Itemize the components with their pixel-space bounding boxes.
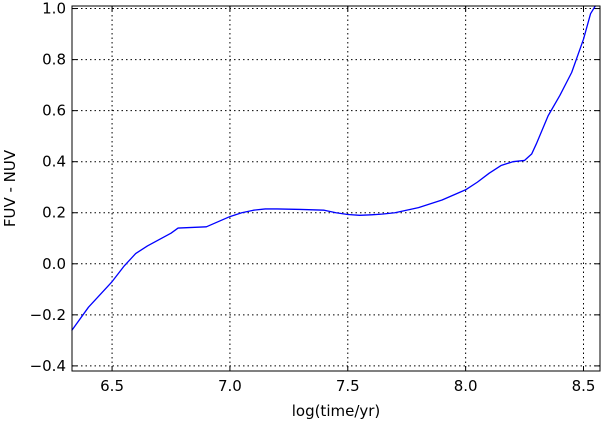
grid-layer (72, 6, 600, 371)
y-tick-label: 0.4 (42, 153, 66, 171)
y-tick-label: 0.6 (42, 102, 66, 120)
x-tick-label: 6.5 (100, 377, 124, 395)
series-line (71, 5, 596, 331)
y-axis-label: FUV - NUV (1, 149, 19, 227)
x-tick-label: 8.5 (572, 377, 596, 395)
x-axis-label: log(time/yr) (292, 402, 381, 420)
x-tick-label: 7.5 (336, 377, 360, 395)
y-tick-label: 0.8 (42, 51, 66, 69)
y-tick-label: 1.0 (42, 0, 66, 18)
x-tick-label: 7.0 (218, 377, 242, 395)
y-tick-label: −0.2 (30, 306, 66, 324)
y-tick-label: 0.0 (42, 255, 66, 273)
tick-labels-layer: 6.5 7.0 7.5 8.0 8.5 −0.4 −0.2 0.0 0.2 0.4 0.6 0.8 1.… (30, 0, 596, 395)
plot-frame (71, 5, 601, 372)
series-layer (71, 5, 596, 331)
y-tick-label: −0.4 (30, 357, 66, 375)
y-tick-label: 0.2 (42, 204, 66, 222)
x-tick-label: 8.0 (454, 377, 478, 395)
ticks-layer (72, 6, 600, 371)
